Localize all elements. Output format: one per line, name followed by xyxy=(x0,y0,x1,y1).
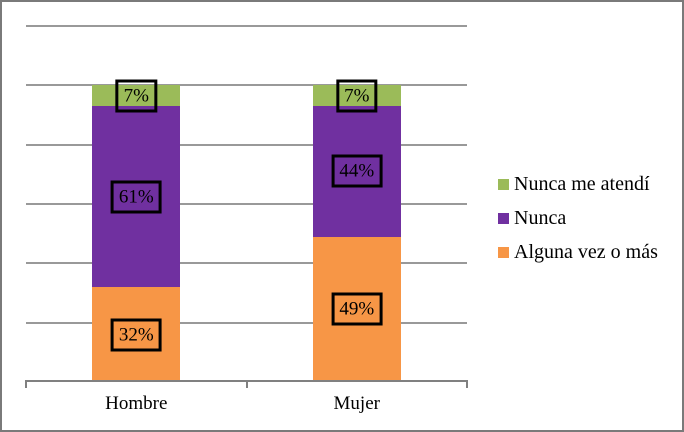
legend-label: Alguna vez o más xyxy=(514,241,658,263)
data-label-hombre-nunca: 61% xyxy=(110,180,162,214)
x-axis-label-mujer: Mujer xyxy=(333,393,380,414)
x-axis-tick xyxy=(246,380,248,388)
x-axis-label-hombre: Hombre xyxy=(105,393,168,414)
data-label-mujer-nunca: 44% xyxy=(331,154,383,188)
gridline-100 xyxy=(26,84,467,86)
data-label-mujer-nunca-me-atendi: 7% xyxy=(336,79,378,113)
legend-label: Nunca me atendí xyxy=(514,173,650,195)
bar-segment-hombre-alguna-vez-o-mas xyxy=(92,287,180,382)
bar-segment-mujer-nunca xyxy=(313,106,401,237)
data-label-hombre-nunca-me-atendi: 7% xyxy=(115,79,157,113)
gridline-20 xyxy=(26,322,467,324)
legend-label: Nunca xyxy=(514,207,567,229)
gridline-120 xyxy=(26,25,467,27)
x-axis-tick xyxy=(466,380,468,388)
legend-swatch-green-icon xyxy=(498,179,509,190)
gridline-40 xyxy=(26,262,467,264)
bar-segment-hombre-nunca xyxy=(92,106,180,288)
legend-item-nunca: Nunca xyxy=(498,206,658,231)
legend-swatch-purple-icon xyxy=(498,213,509,224)
gridline-80 xyxy=(26,144,467,146)
legend: Nunca me atendí Nunca Alguna vez o más xyxy=(498,172,658,265)
bar-segment-hombre-nunca-me-atendi xyxy=(92,85,180,107)
legend-item-alguna-vez-o-mas: Alguna vez o más xyxy=(498,240,658,265)
legend-item-nunca-me-atendi: Nunca me atendí xyxy=(498,172,658,197)
legend-swatch-orange-icon xyxy=(498,247,509,258)
x-axis-tick xyxy=(25,380,27,388)
gridline-60 xyxy=(26,203,467,205)
data-label-hombre-alguna-vez-o-mas: 32% xyxy=(110,318,162,352)
data-label-mujer-alguna-vez-o-mas: 49% xyxy=(331,292,383,326)
bar-segment-mujer-nunca-me-atendi xyxy=(313,85,401,107)
bar-segment-mujer-alguna-vez-o-mas xyxy=(313,236,401,382)
